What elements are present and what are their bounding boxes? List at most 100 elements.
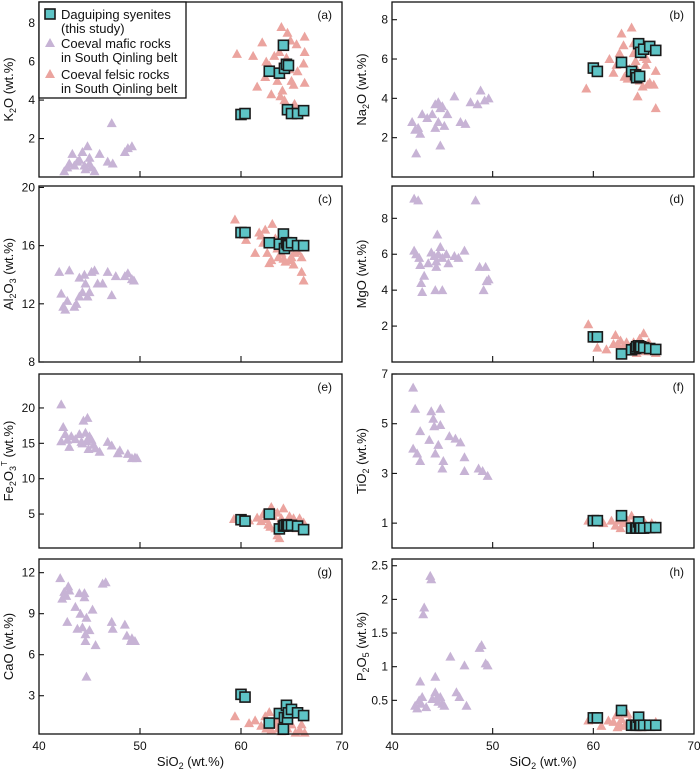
panel-frame (391, 1, 695, 178)
mafic-rock-point (128, 275, 139, 285)
legend-entry-text: Coeval mafic rocks (61, 36, 171, 51)
mafic-rock-point (417, 109, 428, 119)
mafic-rock-point (64, 441, 75, 451)
mafic-rock-point (67, 148, 78, 158)
mafic-rock-point (412, 448, 423, 458)
mafic-rock-point (459, 245, 470, 255)
mafic-rock-point (450, 433, 461, 443)
syenite-point (277, 723, 290, 736)
y-axis-label-subscript: 2 (8, 481, 18, 486)
mafic-rock-point (56, 288, 67, 298)
felsic-rock-point (292, 66, 303, 76)
syenite-point (591, 331, 604, 343)
syenite-point (263, 236, 276, 249)
y-axis-label-text: P (354, 672, 369, 681)
y-axis-label-subscript: 2 (8, 294, 18, 299)
panel-d: 2 4 6 8 (d) MgO (wt.%) (354, 185, 695, 363)
felsic-rock-point (650, 103, 661, 113)
y-tick-label: 8 (28, 355, 35, 369)
mafic-rock-point (87, 604, 98, 614)
y-axis-label: Fe2​O3​T​ (wt.%) (0, 421, 18, 502)
mafic-rock-point (459, 452, 470, 462)
felsic-rock-point (275, 91, 286, 101)
x-axis-label-subscript: 2 (179, 761, 184, 770)
mafic-rock-point (71, 298, 82, 308)
mafic-rock-point (459, 465, 470, 475)
felsic-rock-point (274, 47, 285, 56)
felsic-rock-point (229, 711, 240, 721)
felsic-rock-point (274, 533, 285, 543)
felsic-rock-point (581, 83, 592, 93)
panel-label: (c) (318, 192, 332, 206)
mafic-rock-point (90, 640, 101, 650)
felsic-rock-point (583, 319, 594, 329)
x-tick-label: 40 (32, 739, 46, 753)
felsic-rock-point (298, 275, 309, 285)
panel-frame (391, 185, 695, 363)
felsic-rock-point (616, 28, 627, 38)
felsic-rock-point (592, 342, 603, 352)
mafic-rock-point (80, 636, 91, 646)
syenite-point (615, 56, 628, 69)
mafic-rock-point (432, 229, 443, 239)
felsic-rock-point (277, 85, 288, 95)
syenite-point (615, 348, 628, 360)
syenite-point (649, 521, 662, 534)
syenite-point (277, 39, 290, 52)
y-tick-label: 20 (22, 180, 36, 194)
mafic-rock-point (126, 141, 137, 151)
felsic-rock-point (276, 22, 287, 31)
mafic-rock-point (437, 101, 448, 111)
mafic-rock-point (414, 252, 425, 262)
mafic-rock-point (480, 261, 491, 271)
felsic-rock-point (250, 247, 261, 257)
felsic-rock-point (298, 58, 309, 68)
felsic-rock-point (610, 330, 621, 340)
mafic-rock-point (461, 700, 472, 710)
mafic-rock-point (430, 448, 441, 458)
x-tick-label: 70 (335, 739, 349, 753)
mafic-rock-point (107, 623, 118, 633)
y-tick-label: 12 (22, 297, 36, 311)
y-tick-label: 10 (22, 472, 36, 486)
mafic-rock-point (82, 412, 93, 422)
mafic-rock-point (415, 456, 426, 465)
mafic-rock-point (82, 141, 93, 151)
syenite-point (239, 226, 251, 239)
mafic-rock-point (55, 573, 66, 583)
syenite-point (282, 59, 295, 72)
y-tick-label: 2.5 (371, 559, 388, 573)
y-axis-label-subscript: 2 (8, 108, 18, 113)
y-tick-label: 6 (28, 55, 35, 69)
mafic-rock-point (81, 671, 92, 681)
felsic-rock-point (244, 718, 255, 728)
mafic-rock-point (58, 422, 69, 432)
panel-a: 2 4 6 8 (a) K2​O (wt.%) (1, 1, 343, 178)
mafic-rock-point (110, 271, 121, 281)
felsic-rock-point (266, 255, 277, 265)
syenite-point (649, 343, 662, 356)
mafic-rock-point (442, 109, 453, 119)
felsic-rock-point (299, 47, 310, 56)
felsic-rock-point (299, 77, 310, 87)
y-tick-label: 6 (381, 52, 388, 66)
felsic-rock-point (632, 91, 643, 101)
mafic-rock-point (482, 660, 493, 670)
mafic-rock-point (81, 612, 92, 622)
mafic-rock-point (114, 445, 125, 455)
y-tick-label: 2 (381, 592, 388, 606)
x-tick-label: 50 (133, 739, 147, 753)
mafic-rock-point (415, 260, 426, 270)
panel-f: 1 3 5 7 (f) TiO2​ (wt.%) (354, 367, 695, 549)
y-axis-label-text: O (wt.%) (354, 53, 369, 104)
x-axis-label-text: (wt.%) (536, 754, 576, 769)
felsic-rock-point (241, 234, 252, 244)
mafic-rock-point (107, 158, 118, 168)
y-axis-label-text: O (1, 471, 16, 481)
mafic-rock-point (77, 622, 88, 632)
syenite-point (297, 239, 310, 252)
x-axis-label-text: SiO (509, 754, 531, 769)
felsic-rock-point (604, 54, 615, 64)
y-tick-label: 2 (381, 319, 388, 333)
